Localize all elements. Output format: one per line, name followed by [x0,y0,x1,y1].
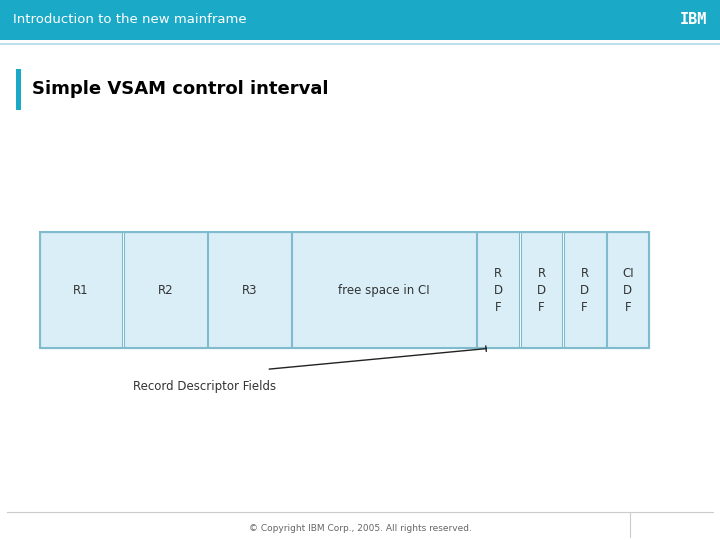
Text: CI
D
F: CI D F [622,267,634,314]
Text: R
D
F: R D F [537,267,546,314]
Text: R2: R2 [158,284,173,297]
Text: IBM: IBM [680,12,707,28]
Bar [40,232,122,348]
Bar [292,232,476,348]
Bar [0,0,720,40]
Text: R
D
F: R D F [580,267,589,314]
Text: Simple VSAM control interval: Simple VSAM control interval [32,80,329,98]
Text: R1: R1 [73,284,89,297]
Text: R3: R3 [242,284,257,297]
Text: © Copyright IBM Corp., 2005. All rights reserved.: © Copyright IBM Corp., 2005. All rights … [248,524,472,532]
Text: Record Descriptor Fields: Record Descriptor Fields [133,380,276,393]
Text: free space in CI: free space in CI [338,284,430,297]
Bar [208,232,291,348]
Bar [477,232,519,348]
Bar [564,232,606,348]
Bar [40,232,649,348]
Text: Introduction to the new mainframe: Introduction to the new mainframe [13,14,246,26]
Bar [124,232,207,348]
Text: R
D
F: R D F [494,267,503,314]
Bar [607,232,649,348]
Bar [16,69,21,110]
Bar [521,232,562,348]
